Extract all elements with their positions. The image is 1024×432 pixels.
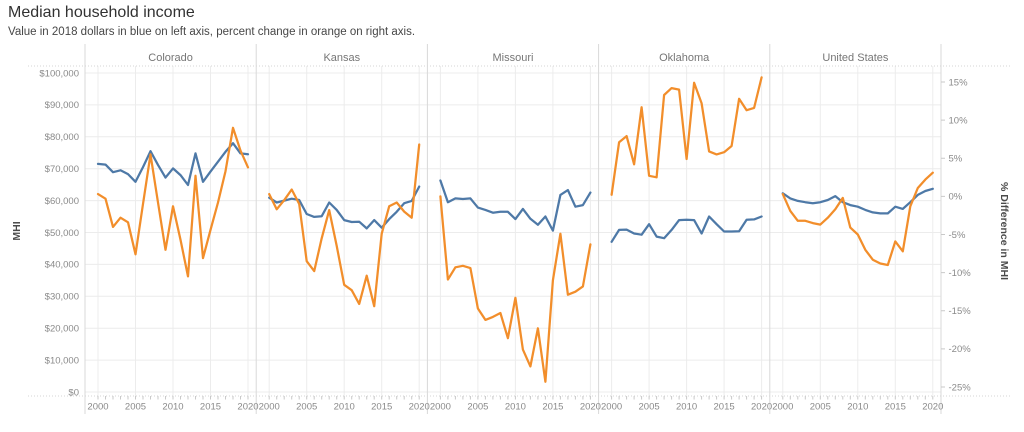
mhi-line-united-states	[781, 187, 934, 215]
x-tick-label: 2005	[810, 402, 831, 413]
pct-line-united-states	[781, 171, 934, 267]
right-tick-label: 5%	[949, 154, 963, 165]
left-tick-label: $30,000	[45, 292, 79, 303]
left-tick-label: $10,000	[45, 355, 79, 366]
right-tick-label: 0%	[949, 192, 963, 203]
panel-header: Kansas	[323, 52, 360, 64]
right-tick-label: 10%	[949, 115, 969, 126]
pct-line-missouri	[439, 195, 592, 383]
x-tick-label: 2020	[237, 402, 258, 413]
x-tick-label: 2010	[334, 402, 355, 413]
right-tick-label: -10%	[949, 268, 972, 279]
right-tick-label: -20%	[949, 344, 972, 355]
x-tick-label: 2010	[847, 402, 868, 413]
x-tick-label: 2010	[162, 402, 183, 413]
right-tick-label: -25%	[949, 382, 972, 393]
panel-header: Missouri	[493, 52, 534, 64]
right-tick-label: -15%	[949, 306, 972, 317]
x-tick-label: 2000	[87, 402, 108, 413]
mhi-line-missouri	[439, 179, 592, 232]
left-tick-label: $80,000	[45, 132, 79, 143]
mhi-line-oklahoma	[610, 215, 763, 243]
left-tick-label: $0	[68, 387, 79, 398]
x-tick-label: 2015	[371, 402, 392, 413]
x-tick-label: 2020	[580, 402, 601, 413]
left-tick-label: $60,000	[45, 196, 79, 207]
pct-line-oklahoma	[610, 76, 763, 196]
x-tick-label: 2010	[676, 402, 697, 413]
pct-line-colorado	[96, 126, 250, 278]
chart-title: Median household income	[8, 4, 195, 21]
panel-header: Colorado	[148, 52, 193, 64]
left-tick-label: $50,000	[45, 228, 79, 239]
panel-header: United States	[822, 52, 889, 64]
x-tick-label: 2000	[259, 402, 280, 413]
x-tick-label: 2005	[125, 402, 146, 413]
left-tick-label: $40,000	[45, 260, 79, 271]
left-tick-label: $100,000	[39, 68, 79, 79]
x-tick-label: 2000	[430, 402, 451, 413]
right-tick-label: -5%	[949, 230, 966, 241]
x-tick-label: 2015	[714, 402, 735, 413]
x-tick-label: 2020	[922, 402, 943, 413]
x-tick-label: 2020	[409, 402, 430, 413]
x-tick-label: 2005	[467, 402, 488, 413]
x-tick-label: 2020	[751, 402, 772, 413]
left-tick-label: $70,000	[45, 164, 79, 175]
chart-subtitle: Value in 2018 dollars in blue on left ax…	[8, 26, 416, 38]
x-tick-label: 2010	[505, 402, 526, 413]
x-tick-label: 2015	[885, 402, 906, 413]
x-tick-label: 2005	[296, 402, 317, 413]
left-tick-label: $90,000	[45, 100, 79, 111]
right-tick-label: 15%	[949, 77, 969, 88]
mhi-line-colorado	[96, 142, 250, 187]
x-tick-label: 2000	[772, 402, 793, 413]
x-tick-label: 2000	[601, 402, 622, 413]
x-tick-label: 2005	[639, 402, 660, 413]
left-tick-label: $20,000	[45, 324, 79, 335]
x-tick-label: 2015	[200, 402, 221, 413]
panel-header: Oklahoma	[659, 52, 710, 64]
x-tick-label: 2015	[542, 402, 563, 413]
mhi-line-kansas	[268, 185, 421, 230]
pct-line-kansas	[268, 143, 421, 308]
